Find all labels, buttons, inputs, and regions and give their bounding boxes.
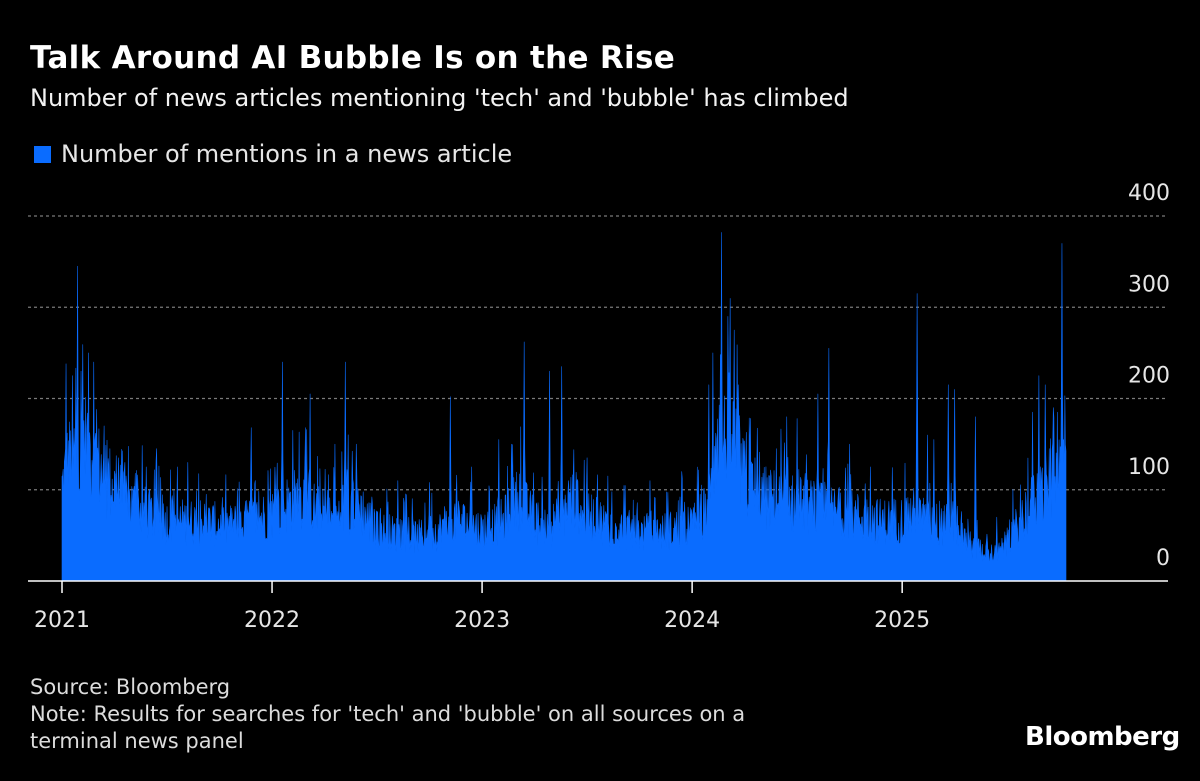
chart-title: Talk Around AI Bubble Is on the Rise [30,40,676,76]
y-tick-label-100: 100 [1128,455,1170,480]
y-tick-label-300: 300 [1128,272,1170,297]
y-tick-label-0: 0 [1156,546,1170,571]
x-tick-label-2025: 2025 [874,608,930,633]
source-text: Source: Bloomberg [30,675,231,699]
legend-label: Number of mentions in a news article [61,140,513,168]
bloomberg-logo: Bloomberg [1025,722,1180,752]
note-line-2: terminal news panel [30,729,244,753]
y-tick-label-200: 200 [1128,364,1170,389]
axes: 2021 2022 2023 2024 2025 [28,580,1168,633]
x-tick-label-2023: 2023 [454,608,510,633]
legend: Number of mentions in a news article [34,140,512,168]
data-area [61,232,1067,582]
x-tick-label-2021: 2021 [34,608,90,633]
footer: Source: Bloomberg Note: Results for sear… [30,674,745,755]
x-tick-label-2022: 2022 [244,608,300,633]
note-line-1: Note: Results for searches for 'tech' an… [30,702,746,726]
gridlines: 0 100 200 300 400 [28,181,1170,571]
legend-swatch [34,145,51,163]
chart-subtitle: Number of news articles mentioning 'tech… [30,84,849,112]
y-tick-label-400: 400 [1128,181,1170,206]
series-area-mentions [61,232,1067,582]
x-tick-label-2024: 2024 [664,608,720,633]
